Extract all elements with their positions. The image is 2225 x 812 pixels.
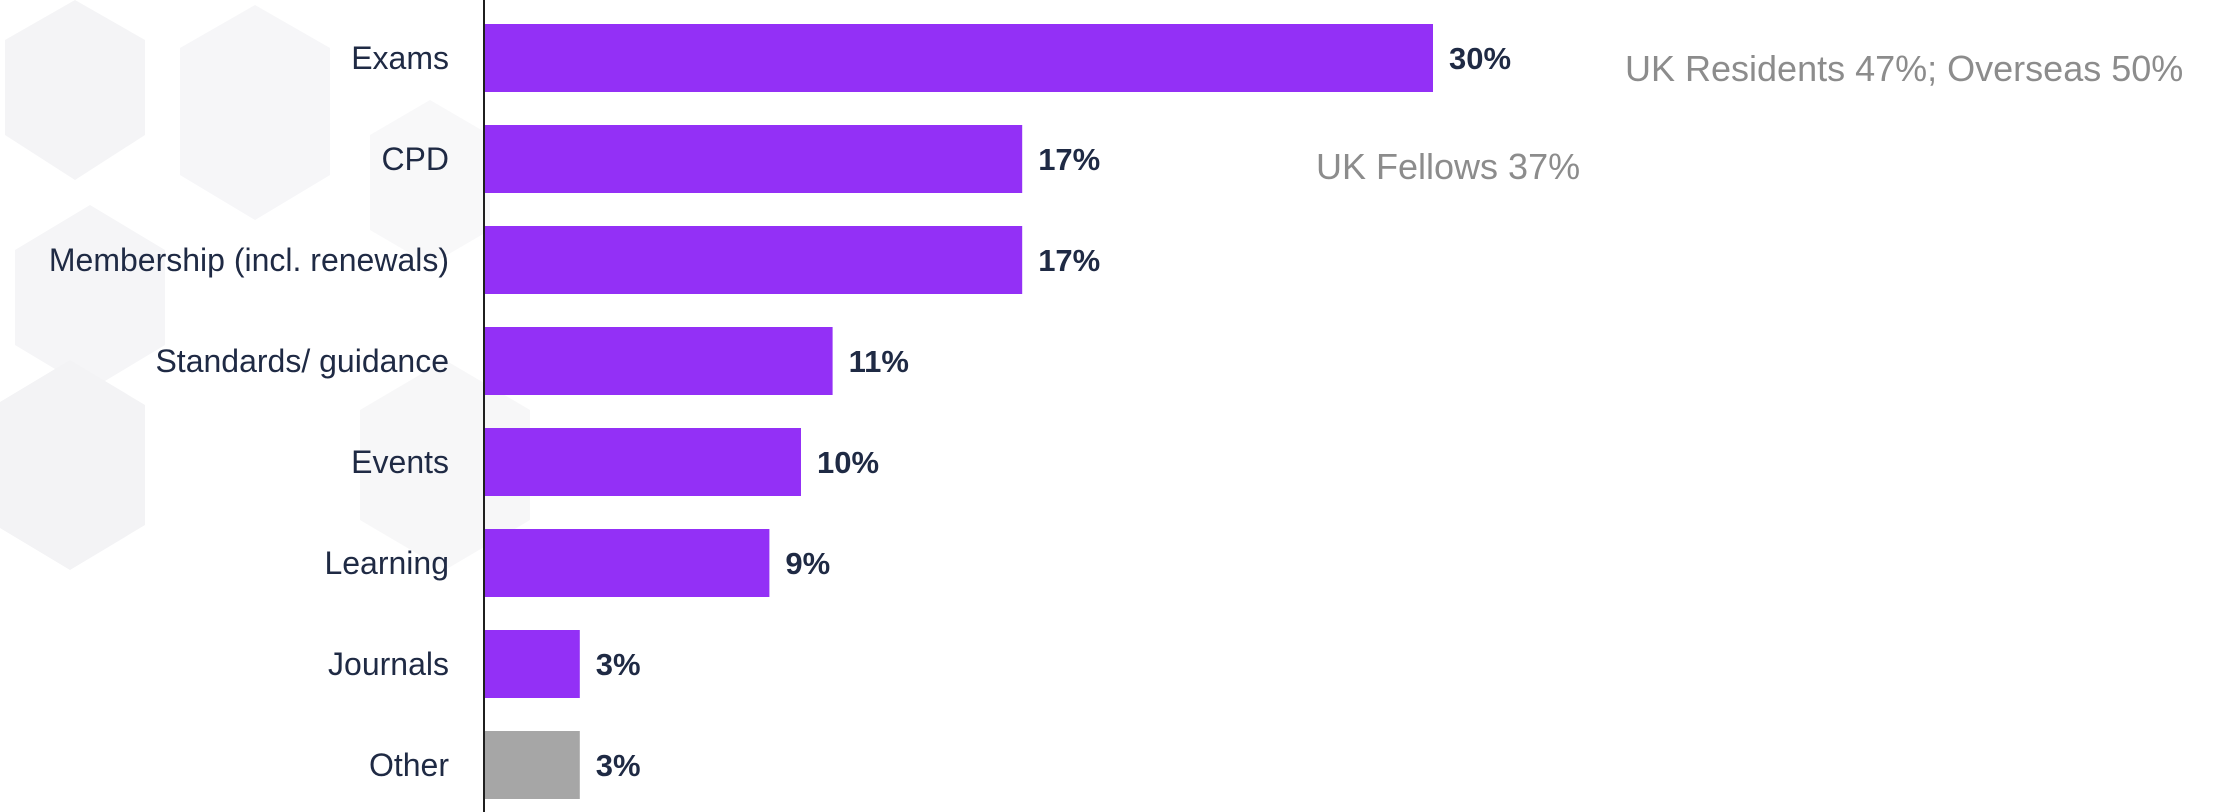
data-label: 3% xyxy=(596,748,641,783)
data-label: 10% xyxy=(817,445,879,480)
bar-journals xyxy=(485,630,580,698)
background-hexagon xyxy=(360,360,530,570)
bars-layer: Exams 30% CPD 17% Membership (incl. renewals… xyxy=(49,24,1511,799)
category-label: Exams xyxy=(351,40,449,76)
background-hexagon xyxy=(370,100,490,265)
bar-exams xyxy=(485,24,1433,92)
data-label: 3% xyxy=(596,647,641,682)
bar-membership-incl-renewals xyxy=(485,226,1023,294)
data-label: 17% xyxy=(1038,142,1100,177)
category-label: Standards/ guidance xyxy=(155,343,449,379)
bar-other xyxy=(485,731,580,799)
bar-learning xyxy=(485,529,770,597)
category-label: Journals xyxy=(328,646,449,682)
bar-standards-guidance xyxy=(485,327,833,395)
data-label: 11% xyxy=(849,344,909,379)
data-label: 9% xyxy=(785,546,830,581)
category-label: CPD xyxy=(381,141,449,177)
category-label: Events xyxy=(351,444,449,480)
background-hexagon xyxy=(5,0,145,180)
background-hexagon xyxy=(0,360,145,570)
uk-fellows-annotation: UK Fellows 37% xyxy=(1316,146,1581,187)
category-label: Other xyxy=(369,747,449,783)
data-label: 17% xyxy=(1038,243,1100,278)
category-label: Learning xyxy=(324,545,449,581)
data-label: 30% xyxy=(1449,41,1511,76)
background-hexagon xyxy=(180,5,330,220)
hexagon-background-pattern xyxy=(0,0,530,570)
residents-overseas-annotation: UK Residents 47%; Overseas 50% xyxy=(1625,48,2184,89)
background-hexagon xyxy=(15,205,165,390)
category-label: Membership (incl. renewals) xyxy=(49,242,449,278)
bar-events xyxy=(485,428,801,496)
bar-cpd xyxy=(485,125,1023,193)
